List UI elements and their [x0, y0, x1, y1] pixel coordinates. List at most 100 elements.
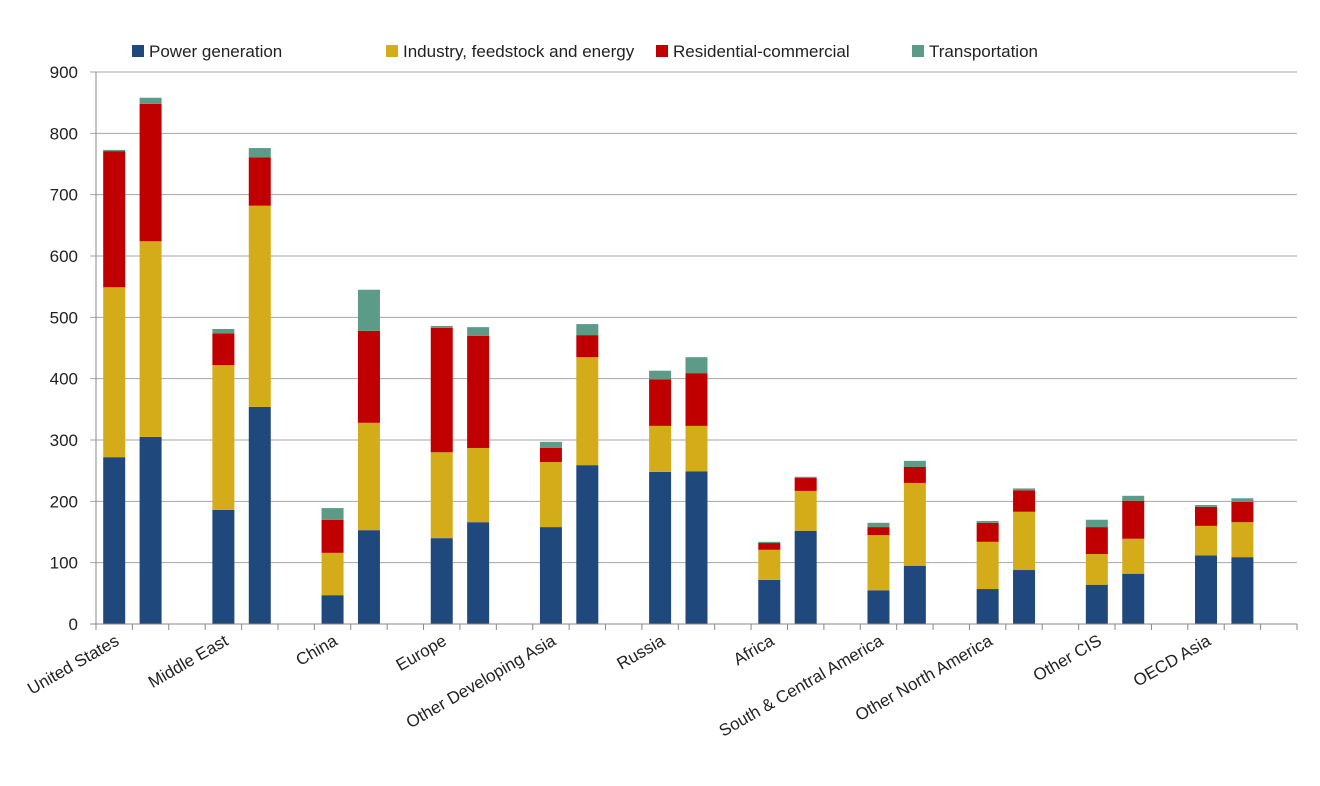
y-tick-label: 400 [50, 370, 78, 389]
y-tick-label: 600 [50, 247, 78, 266]
bar-segment-residential-commercial [139, 103, 162, 242]
bar-segment-transportation [467, 327, 490, 336]
y-tick-label: 100 [50, 554, 78, 573]
bar-segment-transportation [1195, 505, 1218, 507]
bar-segment-transportation [539, 441, 562, 448]
gridlines [90, 71, 1297, 564]
bar-segment-industry-feedstock-and-energy [867, 535, 890, 591]
bar-segment-industry-feedstock-and-energy [539, 462, 562, 528]
bar-segment-transportation [357, 289, 380, 331]
x-category-label: Europe [393, 631, 450, 675]
y-tick-label: 700 [50, 186, 78, 205]
y-tick-label: 0 [69, 615, 78, 634]
bar-segment-industry-feedstock-and-energy [103, 287, 126, 458]
bar-segment-power-generation [321, 595, 344, 624]
bar-segment-industry-feedstock-and-energy [649, 425, 672, 472]
bar-segment-residential-commercial [430, 327, 453, 453]
bar-segment-power-generation [1085, 584, 1108, 624]
bar-segment-transportation [1013, 488, 1036, 491]
bar-segment-residential-commercial [1122, 500, 1145, 539]
bar-segment-power-generation [467, 522, 490, 624]
bar-segment-power-generation [139, 436, 162, 624]
bar-segment-residential-commercial [685, 373, 708, 426]
bar-segment-industry-feedstock-and-energy [1231, 522, 1254, 558]
bar-segment-residential-commercial [649, 379, 672, 426]
legend-label: Power generation [149, 42, 282, 61]
legend-item: Transportation [912, 42, 1038, 61]
bar-segment-power-generation [357, 530, 380, 624]
bar-segment-residential-commercial [467, 335, 490, 448]
bar-segment-transportation [867, 522, 890, 528]
bar-segment-residential-commercial [794, 478, 817, 491]
bar-segment-industry-feedstock-and-energy [576, 357, 599, 466]
bar-segment-power-generation [1195, 555, 1218, 624]
bar-segment-power-generation [758, 579, 781, 624]
bar-segment-power-generation [867, 590, 890, 624]
bar-segment-industry-feedstock-and-energy [685, 425, 708, 472]
bar-segment-industry-feedstock-and-energy [1013, 511, 1036, 571]
y-tick-label: 300 [50, 431, 78, 450]
x-category-label: Russia [614, 631, 669, 674]
y-tick-label: 900 [50, 63, 78, 82]
bar-segment-residential-commercial [576, 335, 599, 358]
bar-segment-transportation [430, 325, 453, 328]
bar-segment-residential-commercial [1085, 527, 1108, 555]
bar-segment-industry-feedstock-and-energy [976, 541, 999, 590]
x-category-label: OECD Asia [1130, 631, 1214, 691]
bar-segment-residential-commercial [867, 527, 890, 536]
bar-segment-industry-feedstock-and-energy [248, 205, 271, 407]
bar-segment-industry-feedstock-and-energy [139, 241, 162, 437]
legend-label: Industry, feedstock and energy [403, 42, 635, 61]
bar-segment-transportation [903, 460, 926, 467]
bar-segment-residential-commercial [903, 466, 926, 483]
legend-swatch [656, 45, 668, 57]
bar-segment-transportation [794, 476, 817, 479]
bar-segment-residential-commercial [357, 330, 380, 423]
bar-segment-industry-feedstock-and-energy [430, 452, 453, 539]
bar-segment-transportation [1231, 498, 1254, 502]
bar-segment-power-generation [212, 509, 235, 624]
x-category-label: Middle East [145, 631, 232, 692]
bar-segment-transportation [1122, 495, 1145, 501]
bar-segment-transportation [139, 97, 162, 104]
y-tick-label: 800 [50, 124, 78, 143]
bar-segment-industry-feedstock-and-energy [1085, 554, 1108, 585]
bar-segment-residential-commercial [103, 151, 126, 288]
legend: Power generation Industry, feedstock and … [132, 42, 1038, 61]
legend-label: Residential-commercial [673, 42, 850, 61]
bar-segment-industry-feedstock-and-energy [321, 552, 344, 596]
legend-item: Power generation [132, 42, 282, 61]
bar-segment-transportation [212, 328, 235, 334]
bar-segment-power-generation [539, 527, 562, 624]
bar-segment-power-generation [649, 471, 672, 624]
bar-segment-transportation [758, 541, 781, 544]
bar-segment-transportation [321, 508, 344, 520]
bar-segment-residential-commercial [212, 333, 235, 366]
bar-segment-residential-commercial [248, 157, 271, 206]
legend-item: Industry, feedstock and energy [386, 42, 635, 61]
y-tick-label: 500 [50, 308, 78, 327]
bar-segment-power-generation [1122, 573, 1145, 624]
bar-segment-industry-feedstock-and-energy [1195, 525, 1218, 556]
bar-segment-industry-feedstock-and-energy [357, 422, 380, 531]
bar-segment-power-generation [976, 589, 999, 624]
bar-segment-residential-commercial [539, 447, 562, 463]
bar-segment-power-generation [685, 471, 708, 624]
legend-item: Residential-commercial [656, 42, 850, 61]
bar-segment-residential-commercial [1195, 506, 1218, 526]
legend-swatch [912, 45, 924, 57]
bar-segment-industry-feedstock-and-energy [794, 490, 817, 531]
bar-segment-residential-commercial [321, 519, 344, 553]
bar-segment-power-generation [103, 457, 126, 624]
bar-segment-transportation [685, 357, 708, 374]
bar-segment-residential-commercial [758, 543, 781, 550]
x-category-label: United States [24, 631, 122, 698]
bar-segment-industry-feedstock-and-energy [758, 549, 781, 580]
bar-segment-industry-feedstock-and-energy [212, 365, 235, 510]
bar-segment-power-generation [430, 538, 453, 624]
bar-segment-transportation [576, 324, 599, 336]
bar-segment-power-generation [903, 565, 926, 624]
bar-segment-transportation [976, 520, 999, 523]
bar-segment-residential-commercial [976, 522, 999, 542]
